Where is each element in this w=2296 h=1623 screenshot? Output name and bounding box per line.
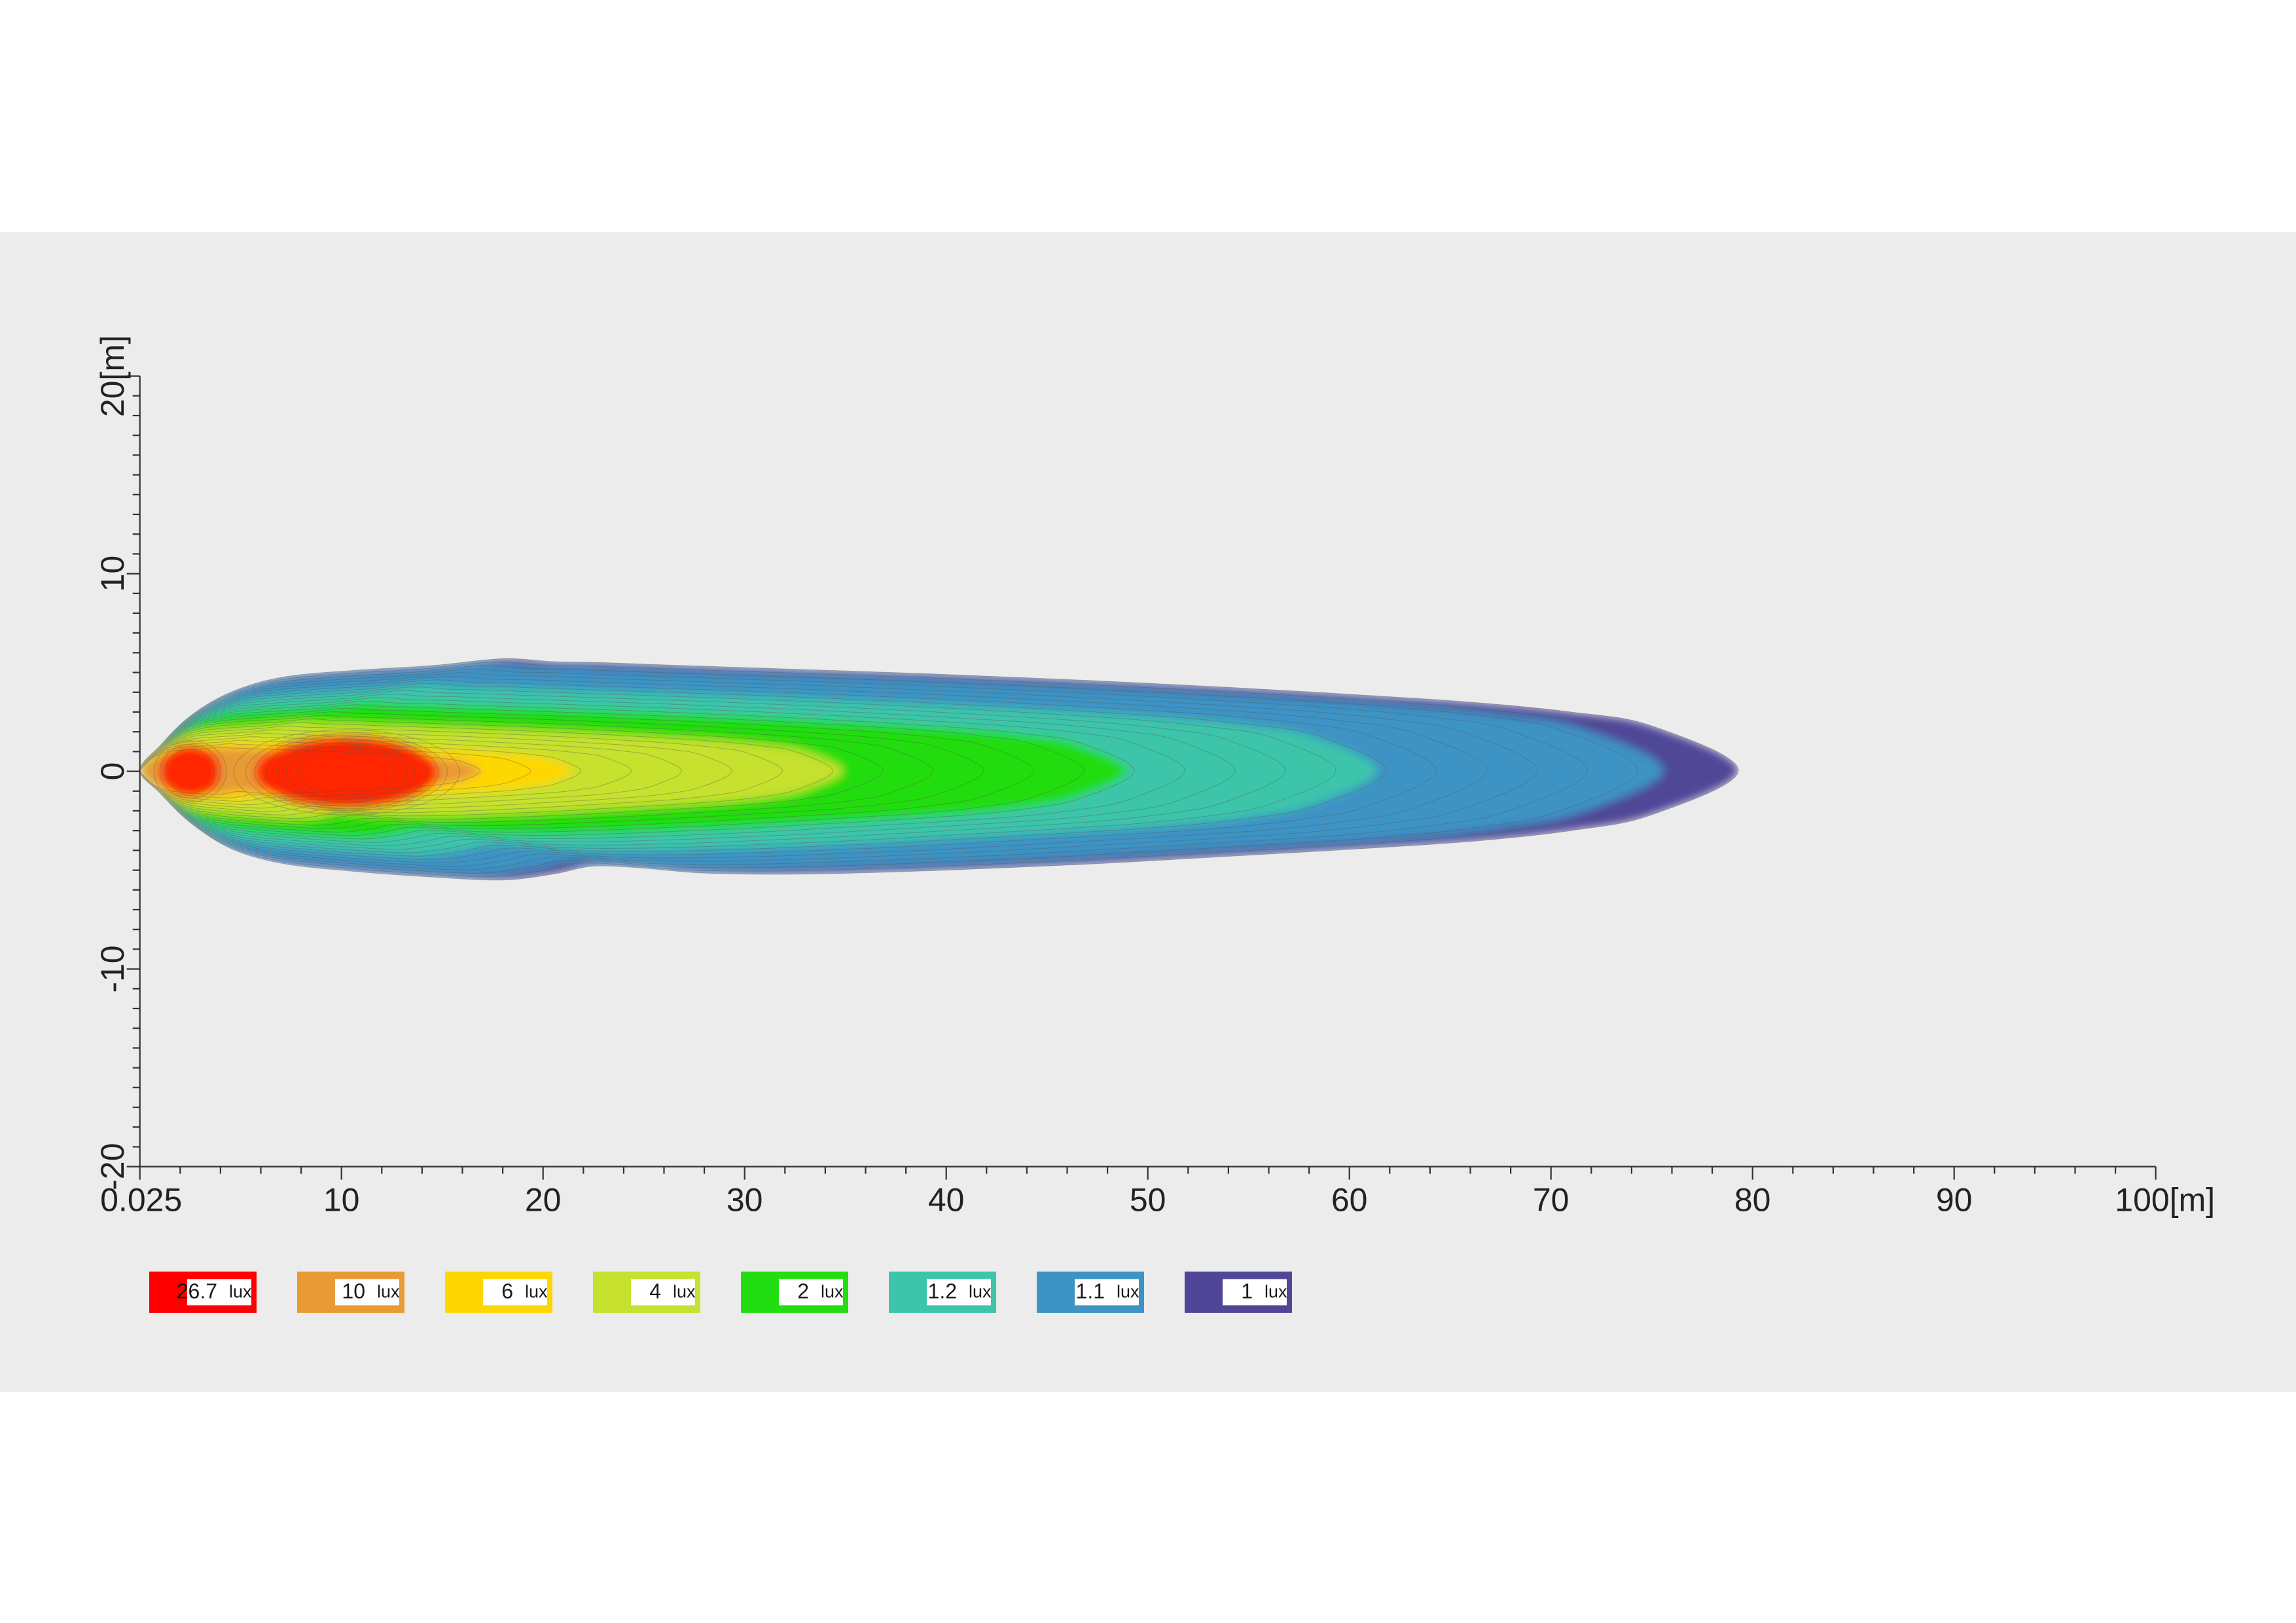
svg-text:lux: lux: [1117, 1282, 1139, 1302]
svg-text:100[m]: 100[m]: [2115, 1182, 2215, 1219]
svg-text:40: 40: [928, 1182, 965, 1219]
svg-text:6: 6: [501, 1279, 513, 1303]
svg-text:80: 80: [1734, 1182, 1771, 1219]
svg-text:10: 10: [323, 1182, 360, 1219]
svg-text:1.1: 1.1: [1076, 1279, 1105, 1303]
svg-text:20[m]: 20[m]: [94, 335, 131, 417]
svg-text:1.2: 1.2: [928, 1279, 957, 1303]
svg-text:1: 1: [1241, 1279, 1253, 1303]
svg-text:lux: lux: [377, 1282, 400, 1302]
svg-text:10: 10: [342, 1279, 365, 1303]
svg-text:70: 70: [1533, 1182, 1570, 1219]
svg-text:20: 20: [525, 1182, 562, 1219]
svg-text:lux: lux: [673, 1282, 696, 1302]
svg-text:lux: lux: [969, 1282, 992, 1302]
svg-text:lux: lux: [229, 1282, 252, 1302]
svg-text:lux: lux: [525, 1282, 548, 1302]
svg-text:0: 0: [94, 762, 131, 781]
svg-text:10: 10: [94, 556, 131, 592]
svg-text:lux: lux: [1265, 1282, 1287, 1302]
svg-text:2: 2: [797, 1279, 809, 1303]
svg-text:0.025: 0.025: [100, 1182, 182, 1219]
svg-text:60: 60: [1331, 1182, 1368, 1219]
svg-text:90: 90: [1936, 1182, 1973, 1219]
svg-text:lux: lux: [821, 1282, 844, 1302]
svg-text:26.7: 26.7: [177, 1279, 217, 1303]
svg-text:50: 50: [1130, 1182, 1166, 1219]
svg-text:-10: -10: [94, 945, 131, 992]
svg-text:4: 4: [649, 1279, 661, 1303]
svg-text:30: 30: [726, 1182, 763, 1219]
